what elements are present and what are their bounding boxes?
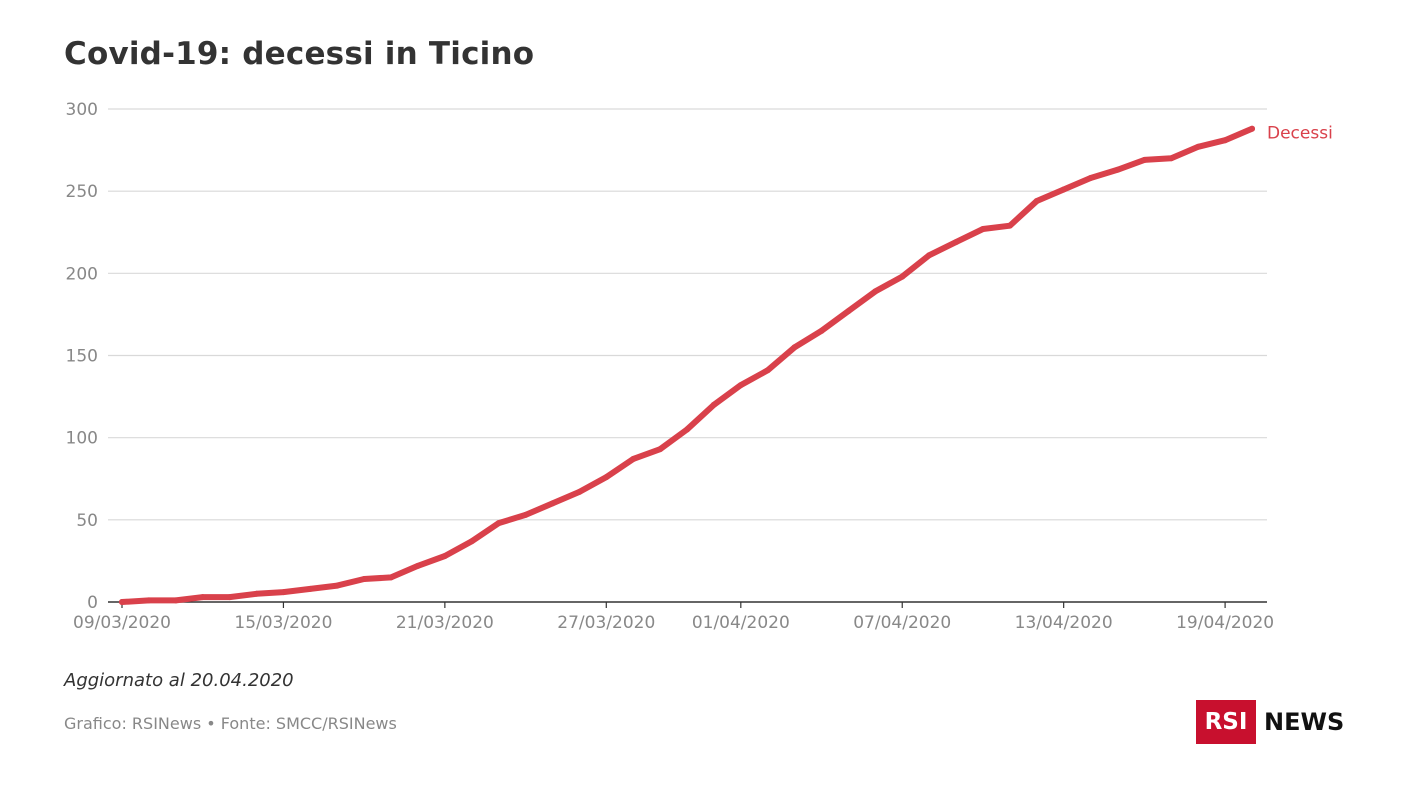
data-point (926, 252, 933, 259)
data-point (549, 500, 556, 507)
x-tick-label: 09/03/2020 (73, 613, 171, 633)
data-point (361, 575, 368, 582)
x-tick-label: 27/03/2020 (557, 613, 655, 633)
data-point (1033, 198, 1040, 205)
data-point (1006, 222, 1013, 229)
x-tick-label: 21/03/2020 (396, 613, 494, 633)
data-point (145, 597, 152, 604)
data-point (522, 511, 529, 518)
y-tick-label: 100 (66, 429, 98, 449)
data-point (388, 574, 395, 581)
data-point (710, 401, 717, 408)
x-axis-ticks: 09/03/2020 15/03/2020 21/03/2020 27/03/2020… (73, 602, 1274, 633)
x-tick-label: 15/03/2020 (234, 613, 332, 633)
data-point (1141, 156, 1148, 163)
data-point (845, 308, 852, 315)
data-point (253, 590, 260, 597)
data-point (684, 426, 690, 433)
x-tick-label: 07/04/2020 (853, 613, 951, 633)
data-point (630, 456, 637, 463)
data-point (899, 273, 906, 280)
chart-title: Covid-19: decessi in Ticino (64, 36, 535, 72)
y-tick-label: 250 (66, 182, 98, 202)
data-point (199, 594, 206, 601)
rsi-news-logo: RSI NEWS (1196, 700, 1344, 744)
y-axis-ticks: 0 50 100 150 200 250 300 (66, 100, 98, 613)
y-tick-label: 300 (66, 100, 98, 120)
data-point (979, 225, 986, 232)
data-point (1168, 155, 1175, 162)
series-lines: Decessi (119, 124, 1333, 605)
data-point (307, 585, 314, 592)
x-tick-label: 13/04/2020 (1015, 613, 1113, 633)
data-point (764, 367, 771, 374)
data-point (1195, 143, 1202, 150)
data-point (953, 239, 960, 246)
data-point (737, 382, 744, 389)
data-point (334, 582, 341, 589)
data-point (603, 474, 610, 481)
data-point (495, 520, 502, 527)
data-point (280, 589, 287, 596)
data-point (872, 288, 879, 295)
data-point (576, 488, 583, 495)
y-tick-label: 150 (66, 347, 98, 367)
updated-note: Aggiornato al 20.04.2020 (64, 670, 294, 691)
data-point (1087, 175, 1094, 182)
gridlines (108, 108, 1267, 603)
x-tick-label: 01/04/2020 (692, 613, 790, 633)
y-tick-label: 200 (66, 264, 98, 284)
x-tick-label: 19/04/2020 (1176, 613, 1274, 633)
source-credit: Grafico: RSINews • Fonte: SMCC/RSINews (64, 714, 397, 733)
data-point (468, 538, 475, 545)
data-point (1249, 125, 1255, 132)
y-tick-label: 0 (87, 593, 98, 613)
data-point (791, 344, 798, 351)
data-point (1060, 186, 1067, 193)
series-line-decessi (119, 125, 1255, 605)
data-point (226, 594, 233, 601)
news-logo-word: NEWS (1264, 708, 1345, 736)
series-label: Decessi (1267, 124, 1333, 144)
y-tick-label: 50 (76, 511, 98, 531)
data-point (818, 327, 825, 334)
data-point (1222, 137, 1229, 144)
data-point (1114, 166, 1121, 173)
data-point (414, 562, 421, 569)
rsi-logo-box: RSI (1196, 700, 1256, 744)
data-point (172, 597, 179, 604)
data-point (657, 446, 664, 453)
data-point (119, 599, 125, 605)
data-point (441, 552, 448, 559)
